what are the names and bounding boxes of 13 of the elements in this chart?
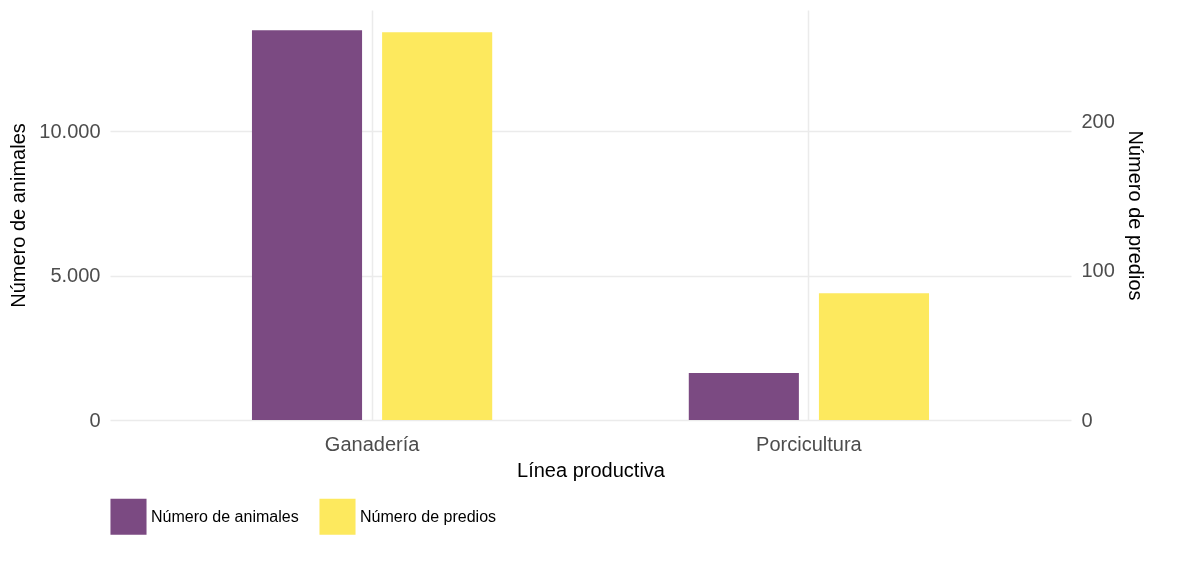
legend-label: Número de animales [151, 507, 299, 525]
y-tick-label: 0 [89, 408, 101, 431]
y-tick-label: 10.000 [39, 119, 101, 142]
y-axis-title: Número de animales [7, 123, 30, 308]
y2-tick-label: 200 [1081, 110, 1115, 133]
y2-tick-label: 100 [1081, 259, 1115, 282]
x-axis-title: Línea productiva [517, 458, 666, 481]
y2-tick-label: 0 [1081, 408, 1093, 431]
y2-axis-title: Número de predios [1124, 130, 1147, 301]
x-tick-label: Ganadería [324, 432, 421, 455]
x-tick-label: Porcicultura [756, 432, 863, 455]
legend-label: Número de predios [360, 507, 497, 525]
y-tick-label: 5.000 [50, 264, 101, 287]
